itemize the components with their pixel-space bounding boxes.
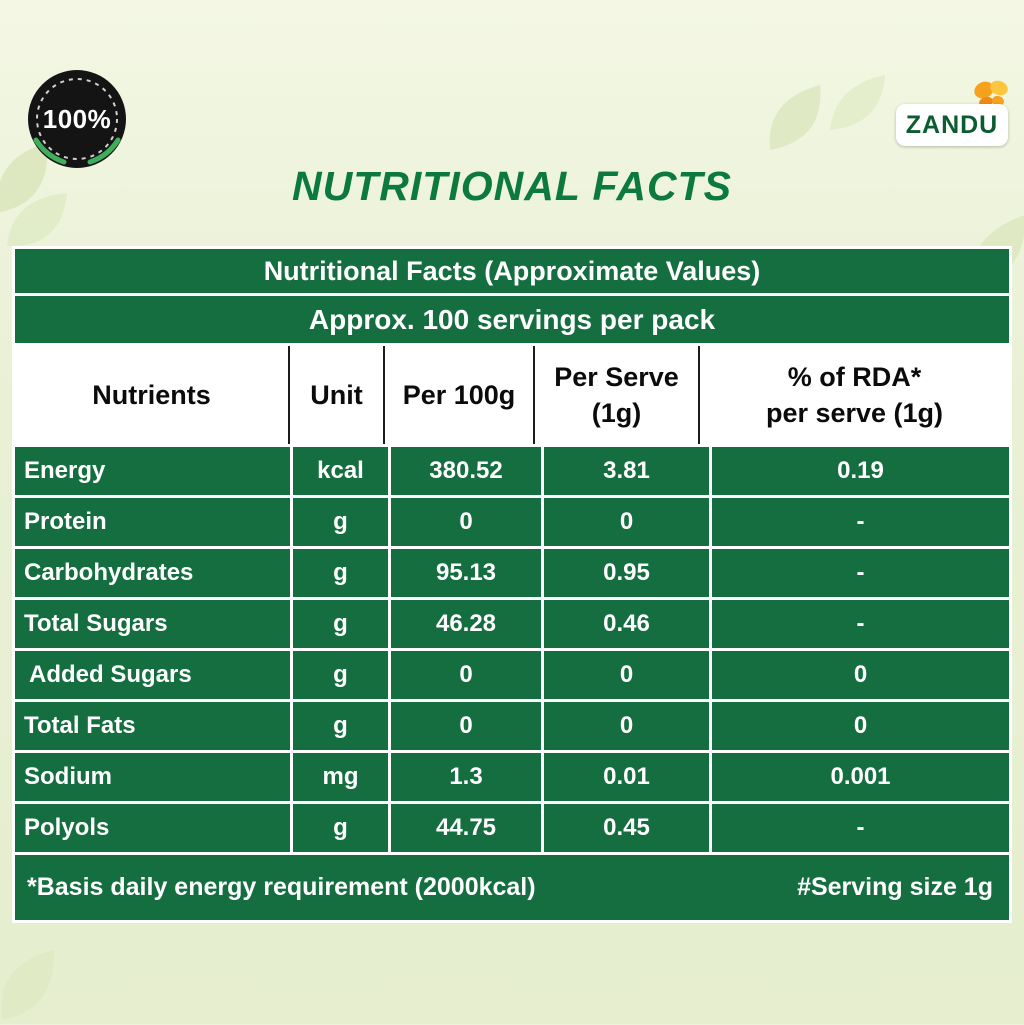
per-serve-cell: 0 xyxy=(544,702,709,750)
table-row-total-fats: Total Fats g 0 0 0 xyxy=(15,702,1009,750)
table-row-polyols: Polyols g 44.75 0.45 - xyxy=(15,804,1009,852)
nutrient-cell: Energy xyxy=(15,447,290,495)
rda-cell: - xyxy=(712,600,1009,648)
leaf-decoration xyxy=(1,950,55,1020)
table-title: Nutritional Facts (Approximate Values) xyxy=(263,255,761,286)
servings-label: Approx. 100 servings per pack xyxy=(308,303,716,335)
rda-cell: - xyxy=(712,498,1009,546)
rda-cell: - xyxy=(712,549,1009,597)
table-footer-row: *Basis daily energy requirement (2000kca… xyxy=(15,855,1009,920)
per-serve-cell: 0.45 xyxy=(544,804,709,852)
badge-percent-label: 100% xyxy=(42,103,112,134)
unit-cell: g xyxy=(293,702,388,750)
per-serve-cell: 0.46 xyxy=(544,600,709,648)
unit-cell: g xyxy=(293,804,388,852)
footer-note-serving: #Serving size 1g xyxy=(797,873,993,901)
per-100g-cell: 46.28 xyxy=(391,600,541,648)
badge-circle-icon xyxy=(28,70,126,168)
leaf-decoration xyxy=(769,75,885,150)
column-header-row: Nutrients Unit Per 100g Per Serve (1g) %… xyxy=(15,346,1009,444)
per-100g-cell: 0 xyxy=(391,651,541,699)
butterfly-icon xyxy=(974,80,1008,108)
per-serve-cell: 0 xyxy=(544,498,709,546)
per-100g-cell: 0 xyxy=(391,702,541,750)
unit-cell: g xyxy=(293,600,388,648)
per-100g-cell: 44.75 xyxy=(391,804,541,852)
table-row-sodium: Sodium mg 1.3 0.01 0.001 xyxy=(15,753,1009,801)
per-serve-cell: 3.81 xyxy=(544,447,709,495)
servings-row: Approx. 100 servings per pack xyxy=(15,296,1009,343)
nutrient-cell: Total Fats xyxy=(15,702,290,750)
unit-cell: g xyxy=(293,498,388,546)
rda-cell: 0.001 xyxy=(712,753,1009,801)
column-header-per-serve: Per Serve (1g) xyxy=(535,346,700,444)
unit-cell: g xyxy=(293,549,388,597)
table-row-total-sugars: Total Sugars g 46.28 0.46 - xyxy=(15,600,1009,648)
unit-cell: kcal xyxy=(293,447,388,495)
nutrient-cell: Total Sugars xyxy=(15,600,290,648)
per-serve-cell: 0.01 xyxy=(544,753,709,801)
page-title: NUTRITIONAL FACTS xyxy=(292,163,732,209)
footer-note-energy: *Basis daily energy requirement (2000kca… xyxy=(27,873,536,901)
column-header-unit: Unit xyxy=(290,346,385,444)
column-header-nutrients: Nutrients xyxy=(15,346,290,444)
rda-cell: 0 xyxy=(712,651,1009,699)
nutrient-cell: Carbohydrates xyxy=(15,549,290,597)
nutrient-cell: Added Sugars xyxy=(15,651,290,699)
unit-cell: mg xyxy=(293,753,388,801)
nutrition-table: Nutritional Facts (Approximate Values) A… xyxy=(12,246,1012,923)
per-serve-cell: 0 xyxy=(544,651,709,699)
rda-cell: 0.19 xyxy=(712,447,1009,495)
rda-cell: 0 xyxy=(712,702,1009,750)
per-100g-cell: 95.13 xyxy=(391,549,541,597)
unit-cell: g xyxy=(293,651,388,699)
table-row-energy: Energy kcal 380.52 3.81 0.19 xyxy=(15,447,1009,495)
column-header-per-100g: Per 100g xyxy=(385,346,535,444)
per-100g-cell: 0 xyxy=(391,498,541,546)
zandu-logo-plate: ZANDU xyxy=(896,104,1008,146)
table-title-row: Nutritional Facts (Approximate Values) xyxy=(15,249,1009,293)
per-100g-cell: 380.52 xyxy=(391,447,541,495)
zandu-logo: ZANDU xyxy=(896,80,1012,146)
nutrient-cell: Polyols xyxy=(15,804,290,852)
table-row-added-sugars: Added Sugars g 0 0 0 xyxy=(15,651,1009,699)
column-header-rda: % of RDA* per serve (1g) xyxy=(700,346,1009,444)
table-row-carbohydrates: Carbohydrates g 95.13 0.95 - xyxy=(15,549,1009,597)
zandu-logo-text: ZANDU xyxy=(905,110,999,139)
nutrient-cell: Sodium xyxy=(15,753,290,801)
table-row-protein: Protein g 0 0 - xyxy=(15,498,1009,546)
guarantee-badge: 100% xyxy=(26,68,128,170)
per-100g-cell: 1.3 xyxy=(391,753,541,801)
per-serve-cell: 0.95 xyxy=(544,549,709,597)
rda-cell: - xyxy=(712,804,1009,852)
nutrient-cell: Protein xyxy=(15,498,290,546)
